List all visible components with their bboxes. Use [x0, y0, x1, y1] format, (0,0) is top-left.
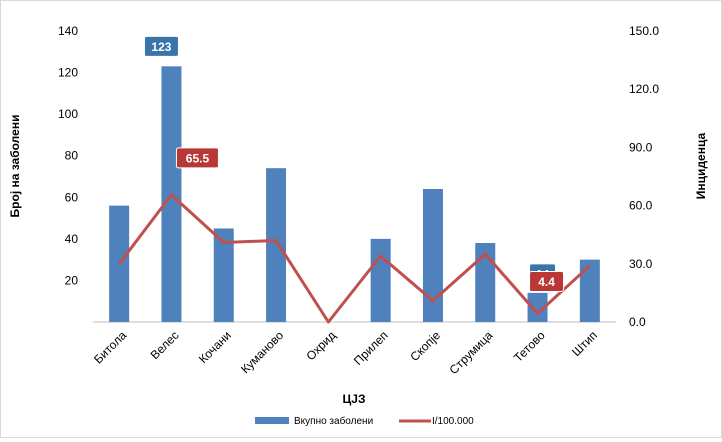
y-axis-title: Број на заболени	[8, 115, 22, 218]
callout-text: 123	[151, 40, 171, 54]
left-tick-label: 100	[58, 107, 78, 121]
x-tick-label: Велес	[148, 328, 182, 362]
left-tick-label: 120	[58, 66, 78, 80]
right-axis-ticks: 0.0 30.0 60.0 90.0 120.0 150.0	[629, 24, 659, 329]
left-tick-label: 60	[65, 190, 79, 204]
left-tick-label: 80	[65, 149, 79, 163]
right-tick-label: 150.0	[629, 24, 659, 38]
x-tick-label: Скопје	[407, 328, 443, 364]
callout-box	[175, 147, 219, 169]
legend-label-line: I/100.000	[432, 416, 474, 427]
bar-series	[109, 66, 600, 322]
callout-box	[529, 270, 565, 292]
x-axis-title: ЦЈЗ	[343, 392, 366, 406]
bar	[109, 205, 130, 322]
right-tick-label: 30.0	[629, 257, 653, 271]
x-axis-ticks: Битола Велес Кочани Куманово Охрид Прилеп Скоп…	[91, 328, 600, 377]
legend-label-bars: Вкупно заболени	[294, 415, 373, 427]
x-tick-label: Прилеп	[351, 328, 391, 368]
left-tick-label: 20	[65, 273, 79, 287]
callout-box	[143, 35, 179, 57]
y2-axis-title: Инциденца	[694, 132, 708, 199]
callout-label: 4.4	[529, 270, 565, 292]
left-tick-label: 140	[58, 24, 78, 38]
x-tick-label: Куманово	[238, 328, 286, 376]
bar	[266, 168, 287, 322]
x-tick-label: Тетово	[511, 328, 548, 365]
left-axis-ticks: 20 40 60 80 100 120 140	[58, 24, 78, 287]
x-tick-label: Струмица	[447, 328, 496, 377]
callout-text: 65.5	[186, 151, 210, 165]
bar	[527, 292, 548, 322]
left-tick-label: 40	[65, 232, 79, 246]
bar	[475, 243, 496, 322]
callout-label: 65.5	[175, 147, 219, 169]
x-tick-label: Штип	[569, 328, 600, 359]
legend: Вкупно заболени I/100.000	[255, 415, 474, 427]
bar	[422, 188, 443, 322]
callout-text: 4.4	[538, 275, 555, 289]
right-tick-label: 120.0	[629, 82, 659, 96]
right-tick-label: 60.0	[629, 199, 653, 213]
bar	[370, 238, 391, 322]
x-tick-label: Кочани	[196, 328, 234, 366]
callout-label: 123	[143, 35, 179, 57]
right-tick-label: 0.0	[629, 315, 646, 329]
legend-swatch-bars	[255, 417, 289, 424]
line-series	[118, 193, 591, 324]
x-tick-label: Битола	[91, 328, 129, 366]
bar	[579, 259, 600, 322]
x-tick-label: Охрид	[303, 328, 338, 363]
bar	[213, 228, 234, 322]
right-tick-label: 90.0	[629, 140, 653, 154]
